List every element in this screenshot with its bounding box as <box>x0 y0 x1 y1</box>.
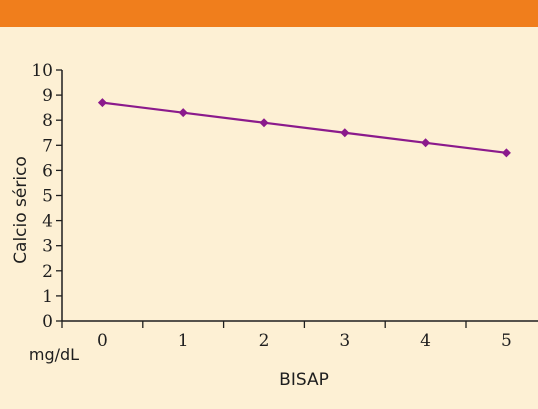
y-tick-label: 0 <box>42 312 53 332</box>
header-bar <box>0 0 538 27</box>
y-tick-label: 3 <box>42 237 53 257</box>
x-tick-label: 0 <box>97 331 108 351</box>
y-tick-label: 6 <box>42 161 53 181</box>
x-tick-label: 5 <box>501 331 512 351</box>
x-tick-label: 1 <box>178 331 189 351</box>
y-tick-label: 9 <box>42 86 53 106</box>
y-tick-label: 2 <box>42 262 53 282</box>
x-tick-label: 3 <box>339 331 350 351</box>
y-axis-title: Calcio sérico <box>11 156 31 264</box>
y-tick-label: 8 <box>42 111 53 131</box>
y-tick-label: 1 <box>42 287 53 307</box>
data-point-marker <box>97 98 107 108</box>
series-line <box>102 101 507 154</box>
y-tick-label: 4 <box>42 212 53 232</box>
y-tick-label: 5 <box>42 187 53 207</box>
y-axis: 0 1 2 3 4 5 6 7 8 9 10 <box>31 61 63 332</box>
data-point-marker <box>501 148 511 158</box>
data-point-marker <box>178 108 188 118</box>
y-unit-label: mg/dL <box>29 345 79 364</box>
data-point-marker <box>421 138 431 148</box>
x-tick-label: 4 <box>420 331 431 351</box>
x-tick-label: 2 <box>259 331 270 351</box>
y-tick-label: 7 <box>42 136 53 156</box>
x-axis-title: BISAP <box>279 370 329 390</box>
x-axis: 0 1 2 3 4 5 <box>61 320 538 351</box>
data-point-marker <box>340 128 350 138</box>
y-tick-label: 10 <box>31 61 53 81</box>
data-point-marker <box>259 118 269 128</box>
series-group <box>97 98 511 158</box>
